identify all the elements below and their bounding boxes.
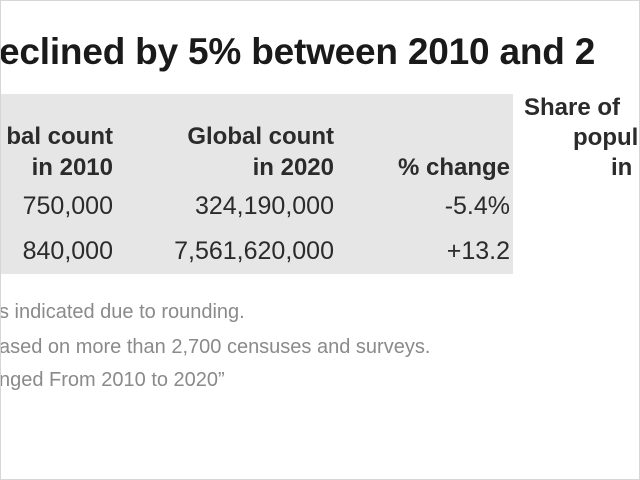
table-background [1, 94, 513, 274]
row1-count-2010: 750,000 [22, 192, 113, 220]
header-global-count-2020: Global count in 2020 [187, 123, 334, 181]
header-percent-change: % change [397, 154, 510, 181]
row2-count-2010: 840,000 [22, 237, 113, 265]
note-citation: nged From 2010 to 2020” [0, 369, 225, 391]
row2-change: +13.2 [446, 237, 510, 265]
row2-count-2020: 7,561,620,000 [174, 237, 334, 265]
row1-change: -5.4% [444, 192, 510, 220]
note-rounding: s indicated due to rounding. [0, 301, 245, 323]
row1-count-2020: 324,190,000 [194, 192, 334, 220]
figure-title: eclined by 5% between 2010 and 2 [0, 31, 596, 72]
header-global-count-2010: bal count in 2010 [6, 123, 113, 181]
note-source: ased on more than 2,700 censuses and sur… [0, 336, 431, 358]
